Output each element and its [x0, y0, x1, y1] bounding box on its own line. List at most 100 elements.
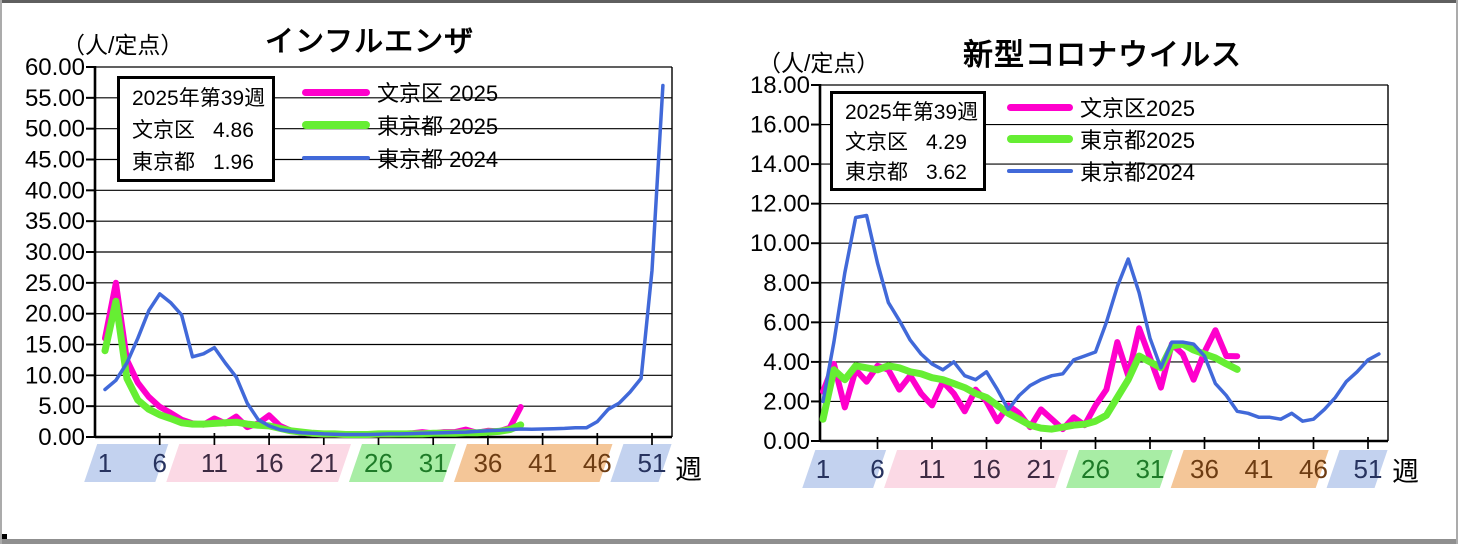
region-name: 文京区 [845, 131, 908, 154]
latest-values-box: 2025年第39週 文京区 4.29 東京都 3.62 [830, 91, 986, 191]
x-tick-label: 46 [583, 448, 612, 478]
x-tick-label: 16 [972, 454, 1001, 484]
legend-item: 文京区 2025 [302, 79, 499, 106]
latest-value-row: 文京区 4.86 [132, 115, 262, 147]
y-tick-label: 20.00 [25, 301, 85, 328]
y-tick-label: 0.00 [38, 424, 85, 451]
latest-week-label: 2025年第39週 [132, 83, 266, 115]
region-value: 4.86 [213, 119, 254, 142]
y-axis-unit-label: （人/定点） [758, 50, 880, 76]
series-line-swatch [302, 88, 370, 96]
latest-week-text: 2025年第39週 [132, 87, 266, 110]
x-tick-label: 11 [919, 454, 946, 484]
season-band [166, 444, 352, 482]
latest-value-row: 東京都 1.96 [132, 147, 262, 179]
y-tick-label: 2.00 [763, 388, 810, 415]
x-tick-label: 6 [870, 454, 884, 484]
x-tick-label: 51 [1354, 454, 1383, 484]
y-tick-label: 5.00 [38, 393, 85, 420]
y-tick-label: 25.00 [25, 270, 85, 297]
legend-label: 東京都2024 [1080, 160, 1195, 185]
y-tick-label: 15.00 [25, 332, 85, 359]
x-tick-label: 1 [816, 454, 830, 484]
latest-week-label: 2025年第39週 [845, 98, 978, 128]
y-tick-label: 16.00 [750, 112, 810, 139]
series-line-2 [821, 213, 1381, 423]
season-band [610, 444, 672, 482]
selection-corner-dot [2, 534, 7, 539]
legend-item: 文京区2025 [1007, 94, 1195, 121]
y-tick-label: 50.00 [25, 116, 85, 143]
y-tick-label: 40.00 [25, 177, 85, 204]
frame-border-top [0, 0, 1458, 3]
series-line-swatch [1007, 103, 1073, 111]
x-tick-label: 16 [255, 448, 284, 478]
series-line-swatch [1007, 135, 1073, 143]
x-tick-label: 26 [364, 448, 393, 478]
region-value: 1.96 [213, 151, 254, 174]
y-tick-label: 60.00 [25, 54, 85, 81]
x-tick-label: 41 [1245, 454, 1274, 484]
y-tick-label: 0.00 [763, 428, 810, 455]
y-tick-label: 55.00 [25, 85, 85, 112]
x-tick-label: 26 [1081, 454, 1110, 484]
y-tick-label: 8.00 [763, 270, 810, 297]
season-band [884, 450, 1069, 488]
season-band [1066, 450, 1173, 488]
x-tick-label: 36 [473, 448, 502, 478]
x-tick-label: 36 [1190, 454, 1219, 484]
legend-label: 文京区2025 [1080, 96, 1195, 121]
legend-label: 東京都2025 [1080, 128, 1195, 153]
region-name: 東京都 [132, 151, 195, 174]
season-band [1326, 450, 1388, 488]
frame-border-bottom [0, 539, 1458, 544]
region-value: 3.62 [926, 161, 967, 184]
region-value: 4.29 [926, 131, 967, 154]
y-tick-label: 10.00 [750, 230, 810, 257]
chart-title: インフルエンザ [265, 26, 475, 58]
y-tick-label: 10.00 [25, 362, 85, 389]
x-axis-unit-label: 週 [1392, 457, 1419, 487]
x-tick-label: 46 [1299, 454, 1328, 484]
latest-value-row: 東京都 3.62 [845, 158, 973, 188]
frame-border-left [0, 0, 2, 544]
y-tick-label: 30.00 [25, 239, 85, 266]
y-tick-label: 12.00 [750, 191, 810, 218]
x-axis-unit-label: 週 [675, 455, 702, 485]
legend-label: 東京都 2025 [377, 114, 499, 139]
region-name: 文京区 [132, 119, 195, 142]
frame-border-right [1456, 0, 1458, 544]
series-line-swatch [302, 121, 370, 129]
chart-title: 新型コロナウイルス [963, 39, 1242, 72]
season-band [348, 444, 457, 482]
y-tick-label: 6.00 [763, 309, 810, 336]
x-tick-label: 1 [98, 448, 112, 478]
region-name: 東京都 [845, 161, 908, 184]
y-tick-label: 18.00 [750, 72, 810, 99]
y-tick-label: 14.00 [750, 151, 810, 178]
series-line-swatch [1007, 169, 1073, 173]
legend-label: 東京都 2024 [377, 147, 499, 172]
season-band [84, 444, 169, 482]
x-tick-label: 31 [1136, 454, 1165, 484]
latest-values-box: 2025年第39週 文京区 4.86 東京都 1.96 [117, 76, 275, 182]
legend-item: 東京都2024 [1007, 158, 1195, 185]
legend-label: 文京区 2025 [377, 81, 499, 106]
y-tick-label: 45.00 [25, 147, 85, 174]
legend-item: 東京都 2024 [302, 145, 499, 172]
x-tick-label: 6 [152, 448, 166, 478]
x-tick-label: 31 [419, 448, 448, 478]
y-tick-label: 4.00 [763, 349, 810, 376]
y-axis-unit-label: （人/定点） [62, 32, 184, 58]
x-tick-label: 21 [1027, 454, 1056, 484]
legend-item: 東京都 2025 [302, 112, 499, 139]
season-band [802, 450, 887, 488]
season-band [453, 444, 613, 482]
x-tick-label: 21 [309, 448, 338, 478]
x-tick-label: 51 [638, 448, 667, 478]
season-band [1170, 450, 1329, 488]
latest-value-row: 文京区 4.29 [845, 128, 973, 158]
legend-item: 東京都2025 [1007, 126, 1195, 153]
